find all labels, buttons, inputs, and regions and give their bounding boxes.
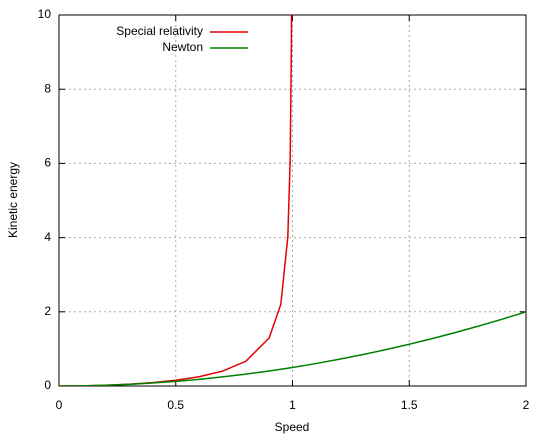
y-tick-label: 8 (44, 81, 51, 95)
legend-label: Special relativity (116, 24, 203, 38)
x-tick-label: 2 (523, 398, 530, 412)
x-tick-label: 0.5 (167, 398, 184, 412)
x-axis-label: Speed (275, 420, 310, 434)
y-axis-label: Kinetic energy (6, 162, 20, 238)
series-line (59, 311, 526, 386)
x-tick-label: 1 (289, 398, 296, 412)
y-tick-label: 2 (44, 304, 51, 318)
x-tick-label: 1.5 (401, 398, 418, 412)
y-tick-label: 6 (44, 156, 51, 170)
legend-label: Newton (162, 40, 203, 54)
y-tick-label: 10 (38, 7, 52, 21)
plot-frame (58, 14, 527, 387)
y-tick-label: 0 (44, 378, 51, 392)
plot-area (59, 15, 526, 386)
y-tick-label: 4 (44, 230, 51, 244)
x-tick-label: 0 (56, 398, 63, 412)
